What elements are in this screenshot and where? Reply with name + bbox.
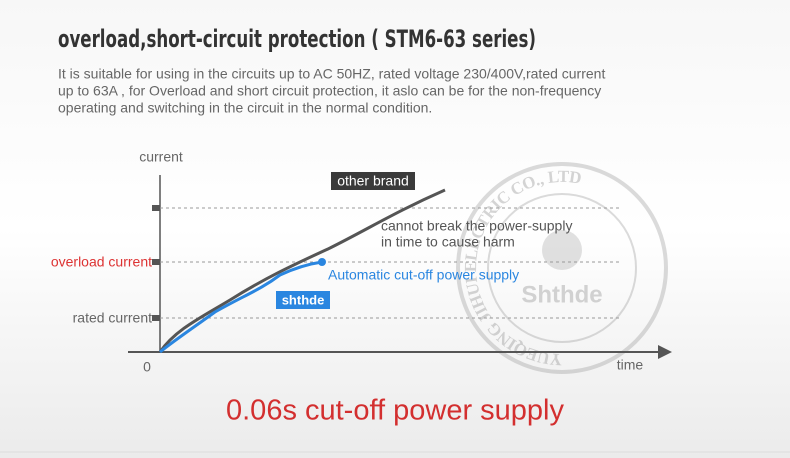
title: overload,short-circuit protection ( STM6… [58,25,536,53]
rated-label: rated current [73,310,152,326]
tick [152,315,160,321]
other-brand-curve [158,188,446,353]
watermark-center: Shthde [521,281,602,308]
cutoff-point [318,258,326,266]
y-axis-label: current [139,149,183,165]
watermark-logo [542,230,582,270]
shthde-curve [159,260,323,354]
guides [160,207,620,319]
shthde-tag [276,291,330,309]
other-brand-note: in time to cause harm [381,234,515,250]
description-line: It is suitable for using in the circuits… [58,66,605,82]
shthde-name: shthde [282,292,325,307]
description: It is suitable for using in the circuits… [58,66,605,116]
x-arrow [658,345,672,359]
other-brand-note: cannot break the power-supply [381,218,572,234]
tick [152,259,160,265]
x-axis-label: time [617,357,644,373]
watermark-ring [456,162,668,374]
other-brand-tag [331,172,415,190]
overload-label: overload current [51,254,152,270]
origin-label: 0 [143,359,151,375]
shthde-note: Automatic cut-off power supply [328,267,519,283]
watermark-inner [487,193,637,343]
description-line: up to 63A , for Overload and short circu… [58,83,601,99]
description-line: operating and switching in the circuit i… [58,100,432,116]
other-brand-name: other brand [337,173,409,189]
footer: 0.06s cut-off power supply [226,395,564,427]
tick [152,205,160,211]
